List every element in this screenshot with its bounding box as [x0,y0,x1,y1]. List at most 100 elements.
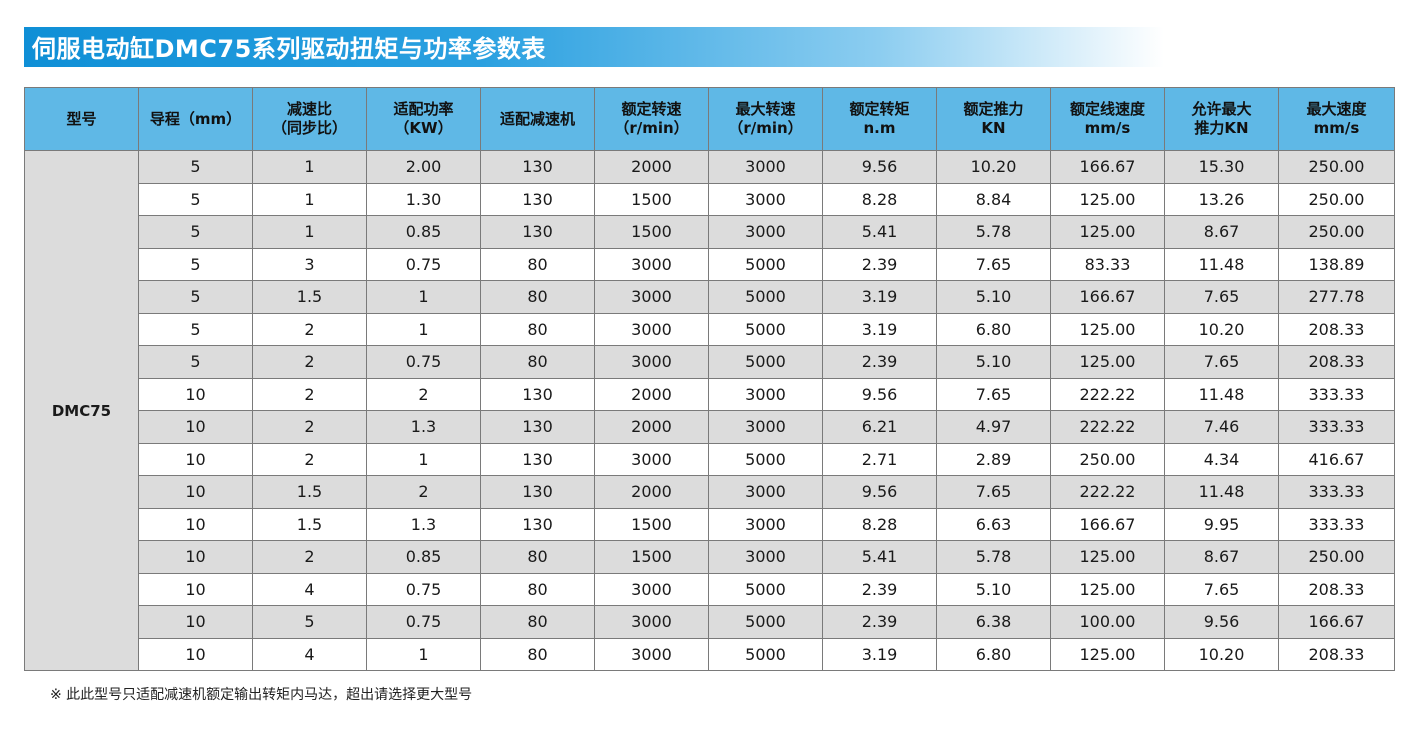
table-cell: 0.75 [366,247,481,281]
table-cell: 10 [138,377,253,411]
table-cell: 222.22 [1050,410,1165,444]
table-cell: 5.10 [936,572,1051,606]
column-header-line: mm/s [1084,119,1131,137]
table-cell: 250.00 [1278,182,1395,216]
table-cell: 4 [252,572,367,606]
table-cell: 2.00 [366,150,481,184]
table-cell: 1500 [594,540,709,574]
column-header: 额定推力 KN [936,87,1051,151]
table-cell: 166.67 [1050,507,1165,541]
column-header-line: mm/s [1313,119,1360,137]
column-header-line: 减速比 [286,100,332,118]
table-row: 10 2 0.85 80 1500 3000 5.41 5.78 125.00 8.67 250.0… [25,540,1395,574]
table-cell: 83.33 [1050,247,1165,281]
table-cell: 80 [480,637,595,671]
column-header: 最大速度 mm/s [1278,87,1395,151]
table-cell: 0.85 [366,540,481,574]
table-cell: 5 [252,605,367,639]
table-cell: 6.63 [936,507,1051,541]
table-cell: 5000 [708,572,823,606]
table-cell: 5 [138,280,253,314]
table-cell: 2000 [594,150,709,184]
table-row: 5 3 0.75 80 3000 5000 2.39 7.65 83.33 11.48 138.89 [25,247,1395,281]
column-header: 适配减速机 [480,87,595,151]
table-cell: 10 [138,572,253,606]
table-cell: 80 [480,540,595,574]
table-cell: 7.65 [936,377,1051,411]
table-cell: 6.38 [936,605,1051,639]
table-cell: 8.28 [822,182,937,216]
table-cell: 7.65 [1164,572,1279,606]
column-header: 适配功率 （KW） [366,87,481,151]
table-cell: 0.75 [366,605,481,639]
table-row: 10 4 1 80 3000 5000 3.19 6.80 125.00 10.20 208.33 [25,637,1395,671]
table-cell: 10 [138,442,253,476]
column-header-line: 型号 [66,109,97,128]
column-header-line: 允许最大 [1191,100,1252,118]
table-cell: 10 [138,637,253,671]
table-cell: 11.48 [1164,377,1279,411]
table-cell: 9.56 [1164,605,1279,639]
table-cell: 10.20 [1164,637,1279,671]
table-cell: 222.22 [1050,475,1165,509]
column-header-line: 适配减速机 [499,109,575,128]
table-cell: 3000 [708,507,823,541]
table-cell: 2.39 [822,572,937,606]
table-cell: 10 [138,410,253,444]
table-cell: 100.00 [1050,605,1165,639]
table-cell: 5.41 [822,215,937,249]
table-cell: 1.3 [366,507,481,541]
table-cell: 0.75 [366,345,481,379]
table-row: DMC75 5 1 2.00 130 2000 3000 9.56 10.20 166.67 15.… [24,150,1395,671]
table-cell: 10 [138,507,253,541]
table-cell: 1.5 [252,280,367,314]
table-cell: 2 [366,377,481,411]
table-cell: 125.00 [1050,182,1165,216]
table-cell: 1 [252,150,367,184]
table-cell: 8.28 [822,507,937,541]
table-cell: 3 [252,247,367,281]
table-cell: 277.78 [1278,280,1395,314]
column-header: 额定线速度 mm/s [1050,87,1165,151]
table-cell: 130 [480,150,595,184]
table-cell: 333.33 [1278,507,1395,541]
table-cell: 125.00 [1050,572,1165,606]
parameter-table: 型号 导程（mm） 减速比 （同步比） 适配功率 （KW） 适配减速机 额定转速 （r/min）… [24,87,1395,671]
table-row: 5 2 1 80 3000 5000 3.19 6.80 125.00 10.20 208.33 [25,312,1395,346]
table-cell: 5.78 [936,215,1051,249]
table-cell: 5000 [708,637,823,671]
table-cell: 250.00 [1050,442,1165,476]
table-cell: 11.48 [1164,247,1279,281]
table-cell: 80 [480,345,595,379]
table-cell: 166.67 [1278,605,1395,639]
table-cell: 222.22 [1050,377,1165,411]
table-cell: 2000 [594,410,709,444]
table-cell: 2.71 [822,442,937,476]
table-cell: 5 [138,150,253,184]
table-cell: 80 [480,605,595,639]
table-cell: 4 [252,637,367,671]
table-cell: 250.00 [1278,215,1395,249]
table-cell: 11.48 [1164,475,1279,509]
table-cell: 3000 [708,150,823,184]
table-cell: 125.00 [1050,215,1165,249]
table-row: 10 1.5 2 130 2000 3000 9.56 7.65 222.22 11.48 333.… [25,475,1395,509]
table-cell: 3000 [594,442,709,476]
table-cell: 2 [252,410,367,444]
table-cell: 0.85 [366,215,481,249]
table-cell: 166.67 [1050,280,1165,314]
table-cell: 8.67 [1164,540,1279,574]
table-cell: 2000 [594,377,709,411]
table-cell: 5000 [708,312,823,346]
table-cell: 2.39 [822,345,937,379]
table-cell: 2 [252,442,367,476]
model-cell: DMC75 [24,150,139,671]
column-header-line: 额定转矩 [849,100,910,118]
column-header-line: n.m [863,119,896,137]
table-cell: 1500 [594,507,709,541]
table-cell: 1 [366,280,481,314]
table-cell: 0.75 [366,572,481,606]
table-cell: 10 [138,605,253,639]
table-cell: 3000 [594,637,709,671]
column-header-line: KN [981,119,1006,137]
